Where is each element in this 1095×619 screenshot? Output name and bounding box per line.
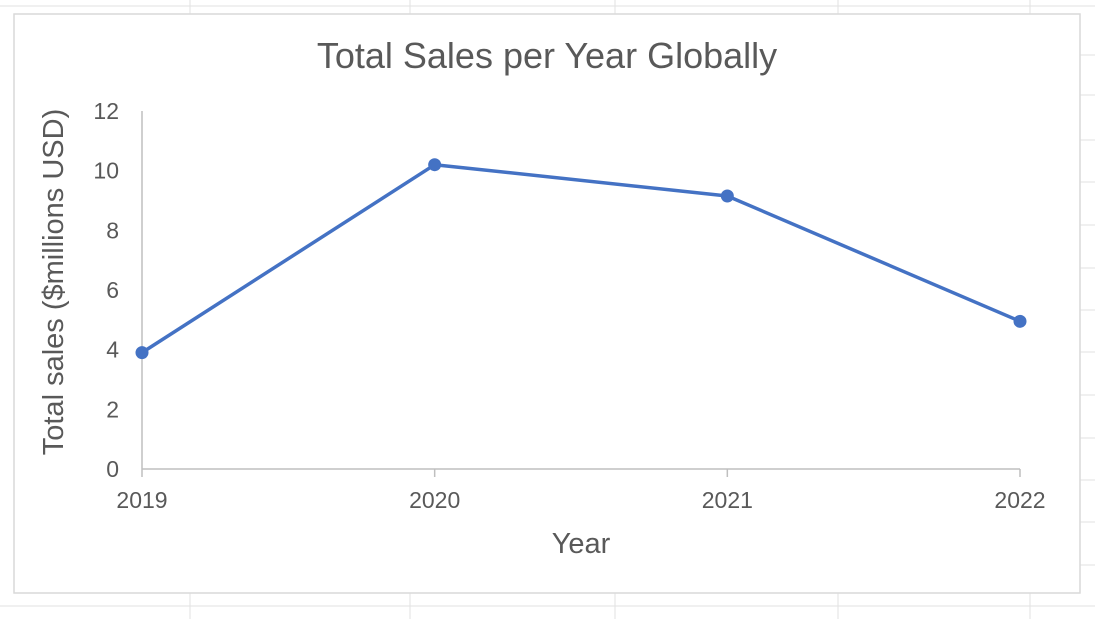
data-point (428, 158, 442, 172)
x-tick-label: 2019 (116, 487, 167, 513)
data-point (1013, 314, 1027, 328)
data-point (135, 346, 149, 360)
chart-area[interactable] (13, 13, 1081, 594)
y-tick-label: 10 (93, 158, 119, 184)
y-axis-ticks: 0 2 4 6 8 10 12 (93, 98, 119, 482)
series-layer (135, 158, 1027, 360)
data-point (720, 189, 734, 203)
x-tick-label: 2021 (702, 487, 753, 513)
chart-title: Total Sales per Year Globally (317, 35, 777, 76)
y-tick-label: 4 (106, 337, 119, 363)
y-tick-label: 6 (106, 277, 119, 303)
x-axis-ticks: 2019 2020 2021 2022 (116, 469, 1046, 513)
x-tick-label: 2022 (994, 487, 1045, 513)
y-tick-label: 2 (106, 396, 119, 422)
x-tick-label: 2020 (409, 487, 460, 513)
y-axis-title: Total sales ($millions USD) (38, 109, 70, 456)
x-axis-title: Year (552, 528, 611, 560)
y-tick-label: 8 (106, 217, 119, 243)
series-line (140, 162, 1022, 355)
y-tick-label: 0 (106, 456, 119, 482)
y-tick-label: 12 (93, 98, 119, 124)
